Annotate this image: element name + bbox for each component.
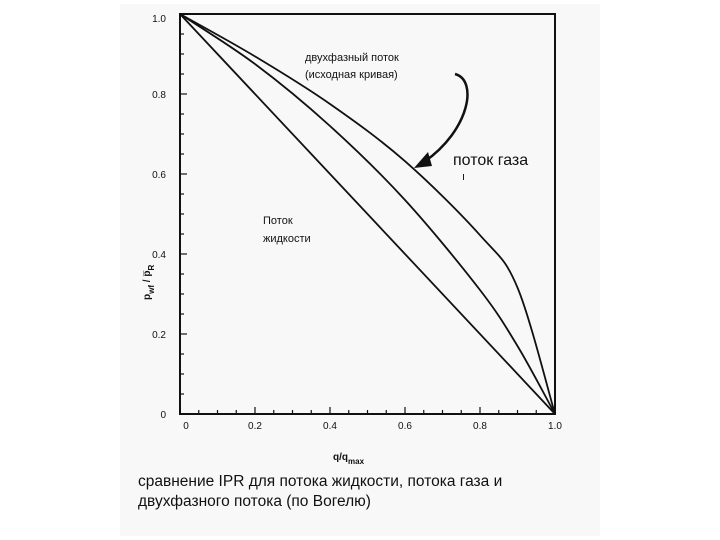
pointer-arrow [423,72,469,164]
y-tick-label: 1.0 [152,14,166,25]
caption-line-2: двухфазного потока (по Вогелю) [138,493,371,510]
y-tick-label: 0.2 [152,330,166,341]
axis-tick-labels: 0 0.2 0.4 0.6 0.8 1.0 0 0.2 0.4 0.6 0.8 1.0 [152,14,562,432]
scan-mark: ı [462,171,465,183]
pointer-arrow-head [414,152,432,168]
liquid-label-line-2: жидкости [263,233,311,245]
gas-label: поток газа [453,152,528,169]
y-tick-label: 0 [160,410,166,421]
figure-sheet [120,4,600,536]
x-tick-label: 0 [183,421,189,432]
x-tick-label: 0.6 [398,421,412,432]
x-tick-label: 0.4 [323,421,337,432]
series-group [179,13,556,415]
x-tick-label: 0.8 [473,421,487,432]
figure-caption: сравнение IPR для потока жидкости, поток… [138,472,598,512]
y-tick-label: 0.6 [152,170,166,181]
two-phase-label-line-1: двухфазный поток [305,52,399,64]
series-line-gas [179,13,556,415]
y-tick-label: 0.8 [152,90,166,101]
series-line-two_phase [179,13,556,415]
caption-line-1: сравнение IPR для потока жидкости, поток… [138,473,503,490]
x-tick-label: 0.2 [248,421,262,432]
x-tick-label: 1.0 [548,421,562,432]
ipr-chart: 0 0.2 0.4 0.6 0.8 1.0 0 0.2 0.4 0.6 0.8 1.0 двухфаз… [142,13,562,466]
liquid-label-line-1: Поток [263,215,293,227]
two-phase-label-line-2: (исходная кривая) [305,69,398,81]
y-axis-label: pwf / p̅R [142,265,156,300]
series-line-liquid [179,13,556,415]
x-axis-label: q/qmax [333,452,365,466]
y-tick-label: 0.4 [152,250,166,261]
